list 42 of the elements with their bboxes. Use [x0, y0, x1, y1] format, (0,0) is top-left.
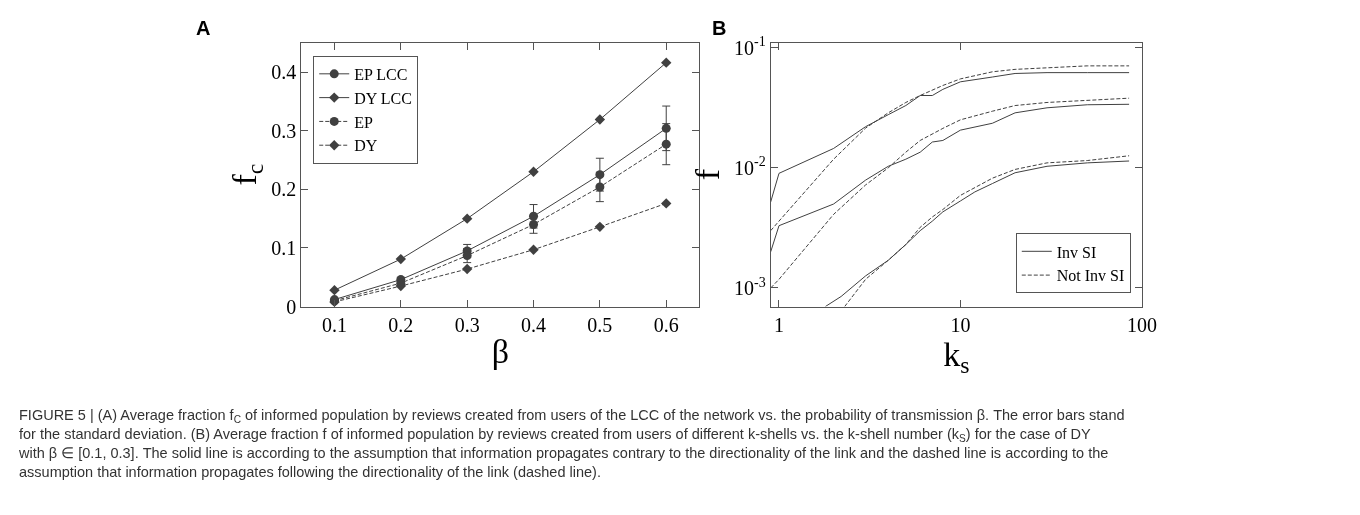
y-tick-label: 0.3 — [271, 119, 297, 142]
legend-label: EP — [354, 113, 373, 131]
x-tick-label: 10 — [950, 313, 971, 336]
point — [528, 166, 539, 177]
y-tick-label: 0.4 — [271, 61, 297, 84]
point — [461, 213, 473, 224]
y-tick-label: 0 — [286, 295, 297, 318]
y-tick-label: 0.2 — [271, 178, 297, 201]
point — [395, 253, 407, 265]
legend-label: EP LCC — [354, 66, 408, 84]
point — [461, 263, 473, 275]
point — [595, 182, 605, 192]
y-tick-label: 10$^{-3}$ — [734, 274, 766, 299]
x-tick-label: 1 — [773, 313, 784, 336]
x-tick-label: 0.3 — [454, 313, 480, 336]
chart-title: B — [712, 17, 727, 39]
point — [661, 198, 672, 209]
legend-label: Not Inv SI — [1056, 267, 1125, 285]
x-tick-label: 0.2 — [388, 313, 414, 336]
chart-title: A — [196, 17, 211, 39]
y-tick-label: 10$^{-1}$ — [734, 34, 766, 59]
point — [594, 114, 606, 125]
point — [594, 221, 606, 233]
caption: FIGURE 5 | (A) Average fraction f$_{C}$ of informed population by reviews created from users of the LCC of the network vs. the probability of transmission β. The error bars stand for the standard deviation. (B) Average fraction f of informed population by reviews created from users of different k-shells vs. the k-shell number (k$_{S}$) for the case of DY with β ∈ [0.1, 0.3]. The solid line is according to the assumption that information propagates contrary to the directionality of the link and the dashed line is according to the assumption that information propagates following the directionality of the link (dashed line). — [18, 407, 1125, 480]
x-tick-label: 100 — [1126, 313, 1157, 336]
x-axis-title: k$_{s}$ — [943, 335, 970, 378]
x-tick-label: 0.1 — [321, 313, 347, 336]
y-axis-title: f — [688, 168, 726, 181]
y-tick-label: 10$^{-2}$ — [734, 154, 766, 179]
legend-label: Inv SI — [1056, 243, 1097, 261]
y-tick-label: 0.1 — [271, 236, 297, 259]
point — [661, 57, 672, 68]
point — [528, 244, 539, 255]
point — [529, 220, 539, 229]
point — [329, 284, 340, 296]
x-axis-title: β — [491, 332, 509, 370]
legend-label: DY — [354, 137, 378, 155]
x-tick-label: 0.6 — [653, 313, 679, 336]
x-tick-label: 0.5 — [587, 313, 613, 336]
x-tick-label: 0.4 — [521, 313, 547, 336]
legend-label: DY LCC — [354, 89, 412, 107]
point — [661, 139, 671, 149]
